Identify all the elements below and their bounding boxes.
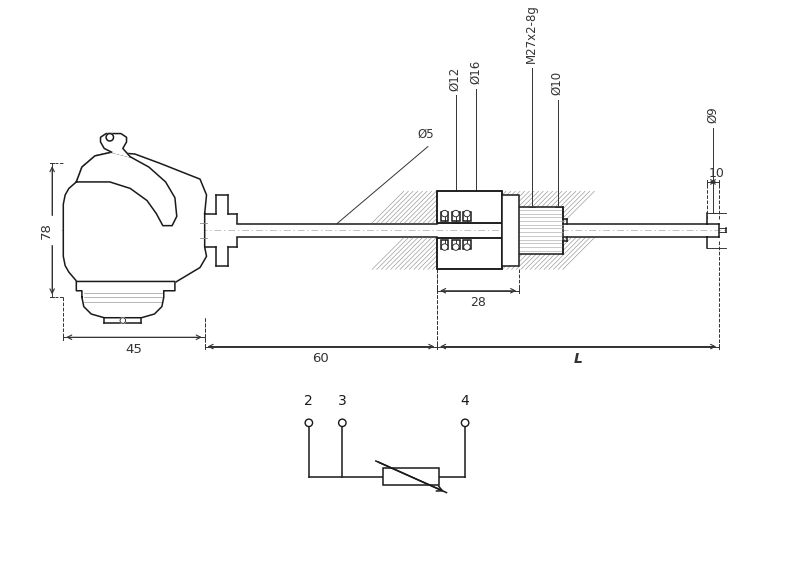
Circle shape <box>106 134 114 141</box>
Text: 28: 28 <box>470 297 486 310</box>
Bar <box>438 238 502 269</box>
Text: 45: 45 <box>126 343 142 356</box>
Text: 3: 3 <box>338 394 346 408</box>
Text: 78: 78 <box>40 222 53 239</box>
Bar <box>502 207 562 253</box>
Text: Ø5: Ø5 <box>418 128 434 141</box>
Polygon shape <box>63 152 206 299</box>
Text: Ø10: Ø10 <box>550 71 564 95</box>
Bar <box>452 240 459 249</box>
Bar <box>438 191 502 223</box>
Bar <box>441 240 448 249</box>
Text: L: L <box>574 352 582 366</box>
Text: M27x2-8g: M27x2-8g <box>525 4 538 63</box>
Bar <box>502 195 519 266</box>
Circle shape <box>338 419 346 426</box>
Polygon shape <box>76 281 175 318</box>
Circle shape <box>442 210 448 217</box>
Text: Ø16: Ø16 <box>469 60 482 84</box>
Circle shape <box>442 244 448 250</box>
Circle shape <box>120 318 126 323</box>
Circle shape <box>453 210 459 217</box>
Circle shape <box>464 210 470 217</box>
Bar <box>383 468 439 485</box>
Text: 2: 2 <box>305 394 314 408</box>
Polygon shape <box>101 134 130 157</box>
Circle shape <box>453 244 459 250</box>
Text: Ø9: Ø9 <box>706 107 719 124</box>
Bar <box>438 238 502 269</box>
Bar <box>463 240 470 249</box>
Text: 10: 10 <box>709 167 725 180</box>
Bar <box>438 191 502 223</box>
Bar <box>463 211 470 221</box>
Polygon shape <box>76 152 177 226</box>
Bar <box>441 211 448 221</box>
Text: 4: 4 <box>461 394 470 408</box>
Circle shape <box>305 419 313 426</box>
Text: 60: 60 <box>313 352 330 365</box>
Circle shape <box>464 244 470 250</box>
Text: Ø12: Ø12 <box>448 66 462 91</box>
Circle shape <box>462 419 469 426</box>
Bar <box>452 211 459 221</box>
